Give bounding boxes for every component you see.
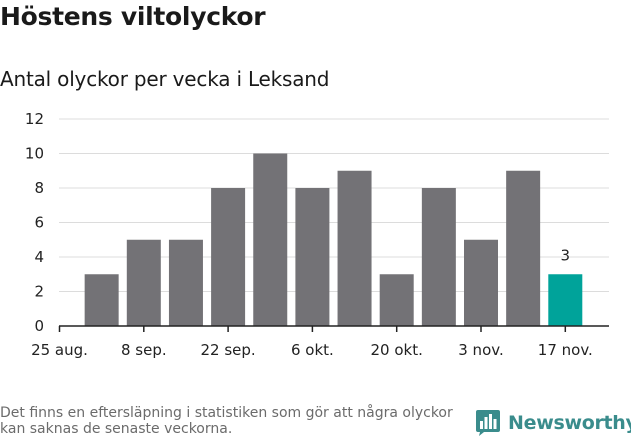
y-tick-label: 0 xyxy=(34,317,44,335)
y-tick-label: 8 xyxy=(34,179,44,197)
bars xyxy=(84,153,583,326)
x-tick-label: 6 okt. xyxy=(291,341,334,359)
bar-v38 xyxy=(168,239,203,326)
bar-v40 xyxy=(253,153,288,326)
chart-subtitle: Antal olyckor per vecka i Leksand xyxy=(0,67,330,91)
y-tick-label: 12 xyxy=(25,110,44,128)
y-tick-label: 2 xyxy=(34,283,44,301)
x-tick-label: 3 nov. xyxy=(458,341,503,359)
y-tick-label: 10 xyxy=(25,145,44,163)
data-label: 3 xyxy=(561,246,571,264)
x-tick-label: 17 nov. xyxy=(538,341,593,359)
chart-title: Höstens viltolyckor xyxy=(0,2,266,31)
bar-chart: 0 2 4 6 8 10 12 25 aug. 8 sep. 22 sep. 6 okt. 20 o… xyxy=(25,110,609,359)
bar-v47 xyxy=(548,274,583,326)
x-tick-label: 20 okt. xyxy=(371,341,423,359)
bar-v46 xyxy=(506,170,541,326)
bar-v42 xyxy=(337,170,372,326)
bar-v41 xyxy=(295,188,330,326)
y-tick-label: 4 xyxy=(34,248,44,266)
footnote: Det finns en eftersläpning i statistiken… xyxy=(0,405,453,437)
x-axis-ticks: 25 aug. 8 sep. 22 sep. 6 okt. 20 okt. 3 nov. 1… xyxy=(31,326,593,359)
bar-v45 xyxy=(464,239,498,326)
bar-v44 xyxy=(421,188,456,326)
bar-v36 xyxy=(84,274,119,326)
x-tick-label: 22 sep. xyxy=(200,341,255,359)
bar-v43 xyxy=(379,274,414,326)
newsworthy-logo[interactable]: Newsworthy xyxy=(475,408,631,438)
bar-v39 xyxy=(211,188,246,326)
bar-v37 xyxy=(126,239,161,326)
x-tick-label: 25 aug. xyxy=(31,341,88,359)
data-labels: 3 xyxy=(561,246,571,264)
y-axis-ticks: 0 2 4 6 8 10 12 xyxy=(25,110,44,335)
y-tick-label: 6 xyxy=(34,214,44,232)
x-tick-label: 8 sep. xyxy=(121,341,167,359)
bar-chart-bubble-icon xyxy=(476,410,500,436)
brand-name: Newsworthy xyxy=(508,412,631,434)
